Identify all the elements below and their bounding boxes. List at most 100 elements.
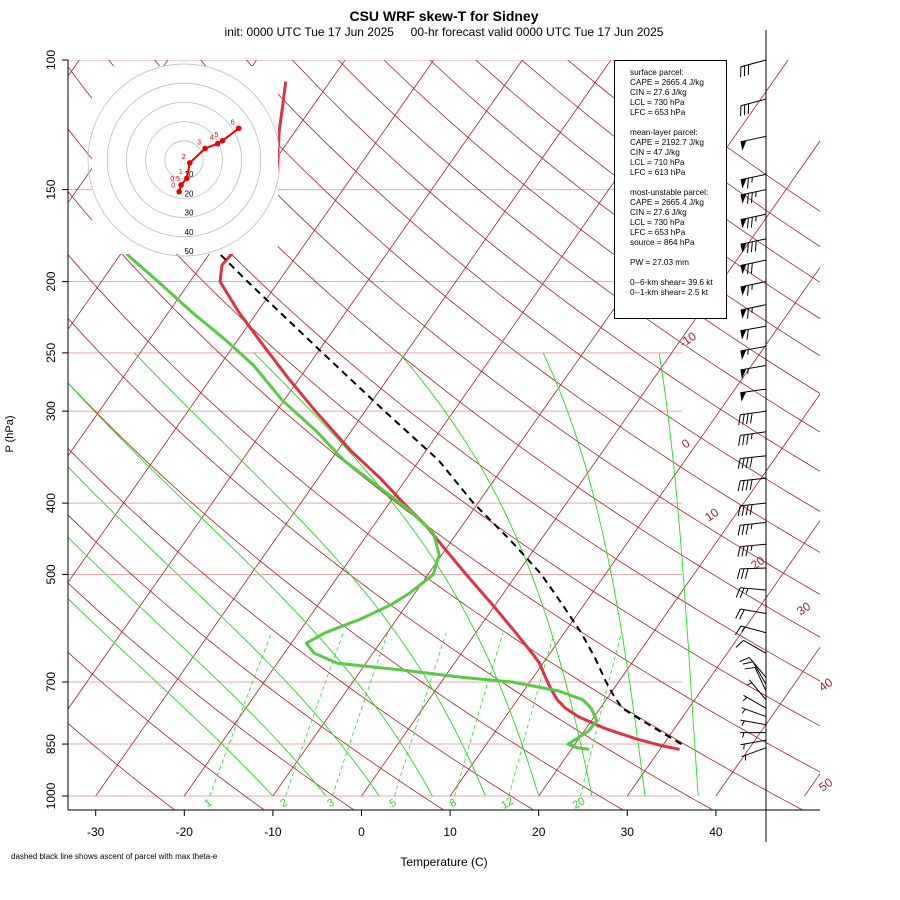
footnote: dashed black line shows ascent of parcel… [11,852,218,861]
shear-line: 0--6-km shear= 39.6 kt [630,278,713,287]
stat-line: source = 864 hPa [630,238,695,247]
isotherm-line [68,60,523,710]
wind-barb-staff [740,587,767,591]
x-tick-label: -10 [264,825,282,839]
wind-barb-staff [752,661,767,685]
wind-barb-feather [754,240,757,252]
wind-barb-half-feather [750,545,753,551]
hodograph-point-label: 1 [179,169,183,176]
wind-barb [740,173,767,189]
mean-layer-parcel-header: mean-layer parcel: [630,128,698,137]
x-tick-label: 30 [621,825,635,839]
wind-barb-feather [747,285,749,296]
isotherm-label: 40 [816,675,835,694]
wind-barb [740,388,767,402]
wind-barb-half-feather [741,720,745,726]
hodograph-point [202,145,208,152]
isotherm-line [361,140,820,797]
y-tick-label: 400 [44,493,58,513]
wind-barb-staff [740,431,767,436]
wind-barb-staff [740,213,767,221]
wind-barb [740,325,767,340]
wind-barb [740,304,767,319]
wind-barb-staff [740,719,767,726]
moist-adiabat-line [68,598,274,797]
wind-barb-feather [739,657,750,663]
wind-barb-feather [741,480,745,491]
wind-barb-feather [746,434,749,445]
hodograph-point [186,160,193,166]
wind-barb-staff [740,543,767,548]
hodograph-ring [126,102,242,218]
wind-barb-feather [737,458,741,469]
stat-line: LCL = 730 hPa [630,98,685,107]
hodograph-point-label: 0.5 [170,176,180,183]
dewpoint-profile-line [103,228,599,751]
hodograph-ring-label: 20 [185,189,194,198]
isotherm-line [449,266,820,797]
wind-barb [741,747,767,761]
wind-barb-half-feather [743,744,745,750]
wind-barb-feather [736,568,741,580]
mixing-ratio-line [508,632,555,797]
stat-line: LFC = 613 hPa [630,168,686,177]
dry-adiabat-line [68,447,535,810]
wind-barb-feather [747,308,749,319]
dry-adiabat-line [68,191,820,773]
wind-barb-feather [738,414,741,426]
stat-line: LFC = 653 hPa [630,228,686,237]
wind-barb [742,694,767,709]
wind-barb-staff [740,238,767,245]
dry-adiabat-line [68,128,820,727]
x-axis-label: Temperature (C) [400,855,488,869]
wind-barb-staff [740,521,767,526]
wind-barb-staff [740,477,767,482]
wind-barb-pennant [740,368,747,379]
wind-barb-feather [741,458,745,469]
wind-barb [742,661,767,685]
wind-barb-feather [739,609,745,620]
wind-barb-staff [740,189,767,196]
isotherm-label: 10 [702,505,721,524]
wind-barb-feather [738,435,741,446]
hodograph-point [176,188,182,195]
wind-barb-staff [740,625,767,634]
y-tick-label: 200 [44,271,58,291]
hodograph-ring [145,121,223,199]
wind-barb [735,608,767,620]
dry-adiabat-line [68,382,624,810]
stat-line: CAPE = 2665.4 J/kg [630,198,704,207]
dry-adiabat-line [108,60,820,638]
dry-adiabat-line [68,651,265,810]
isotherm-label: 50 [816,775,835,794]
wind-barb-feather [747,263,749,275]
wind-barb [737,502,767,517]
dry-adiabat-line [154,60,820,595]
wind-barb-feather [742,434,745,446]
hodograph-point [219,138,226,144]
chart-title: CSU WRF skew-T for Sidney [349,8,539,24]
wind-barb-feather [745,524,749,535]
wind-barb [738,431,767,446]
wind-barb-feather [747,242,749,254]
wind-barb-staff [741,747,767,758]
wind-barb [740,135,767,151]
isotherm-label: 20 [748,553,767,572]
mixing-ratio-label: 12 [499,795,516,812]
y-tick-label: 300 [44,401,58,421]
dry-adiabat-line [68,582,355,810]
wind-barb-feather [749,457,753,468]
wind-barb-half-feather [741,626,746,632]
wind-barb-feather [734,625,742,636]
hodograph-background [92,66,278,254]
mixing-ratio-label: 2 [278,797,289,810]
wind-barb-feather [735,587,741,598]
x-tick-label: 10 [443,825,457,839]
wind-barb [740,281,767,296]
y-tick-label: 850 [44,734,58,754]
wind-barb [737,521,767,536]
dry-adiabat-line [337,60,820,433]
wind-barb-feather [750,413,753,424]
moist-adiabat-line [658,352,699,797]
